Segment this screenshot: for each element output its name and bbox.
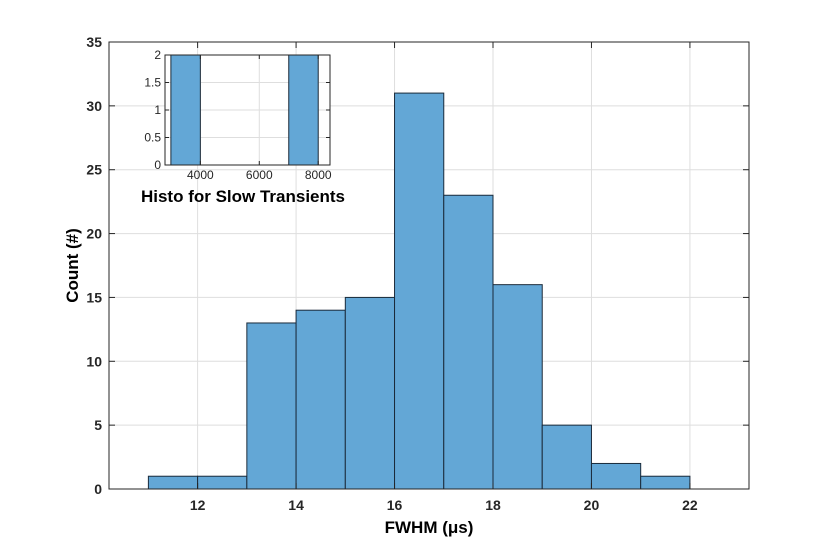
histogram-bar [541,424,592,490]
inset-title: Histo for Slow Transients [141,187,345,206]
x-tick-label: 4000 [187,168,214,182]
y-tick-label: 1.5 [144,76,161,90]
y-tick-label: 0.5 [144,131,161,145]
histogram-bar [197,475,248,490]
histogram-bar [147,475,199,490]
x-tick-label: 18 [485,497,501,513]
y-tick-label: 20 [86,226,102,242]
inset-bars [170,54,319,166]
y-tick-label: 0 [94,481,102,497]
x-tick-label: 14 [288,497,304,513]
histogram-bar [394,92,445,490]
histogram-bar [170,54,201,166]
main-axes-frame [108,41,750,490]
histogram-bar [344,296,396,490]
y-tick-label: 15 [86,289,102,305]
x-tick-label: 22 [682,497,698,513]
x-tick-label: 8000 [305,168,332,182]
inset-ticks: 4000 6000 8000 0 0.5 1 1.5 2 [144,48,332,182]
y-tick-label: 25 [86,162,102,178]
y-tick-label: 5 [94,417,102,433]
histogram-bar [640,475,691,490]
x-axis-title: FWHM (μs) [385,518,474,537]
histogram-bar [492,284,543,490]
histogram-bar [246,322,297,490]
x-tick-label: 20 [584,497,600,513]
y-axis-title: Count (#) [63,228,82,303]
y-tick-label: 35 [86,34,102,50]
x-tick-label: 6000 [246,168,273,182]
y-tick-label: 30 [86,98,102,114]
y-tick-label: 0 [154,158,161,172]
y-tick-label: 2 [154,48,161,62]
histogram-bar [288,54,319,166]
main-bars [147,92,691,490]
y-tick-label: 10 [86,353,102,369]
histogram-bar [443,194,494,490]
histogram-bar [590,462,642,490]
inset-histogram: 4000 6000 8000 0 0.5 1 1.5 2 Histo for Slow Tra… [141,48,345,206]
y-tick-label: 1 [154,103,161,117]
x-tick-label: 16 [387,497,403,513]
histogram-bar [295,309,346,490]
x-tick-label: 12 [190,497,206,513]
